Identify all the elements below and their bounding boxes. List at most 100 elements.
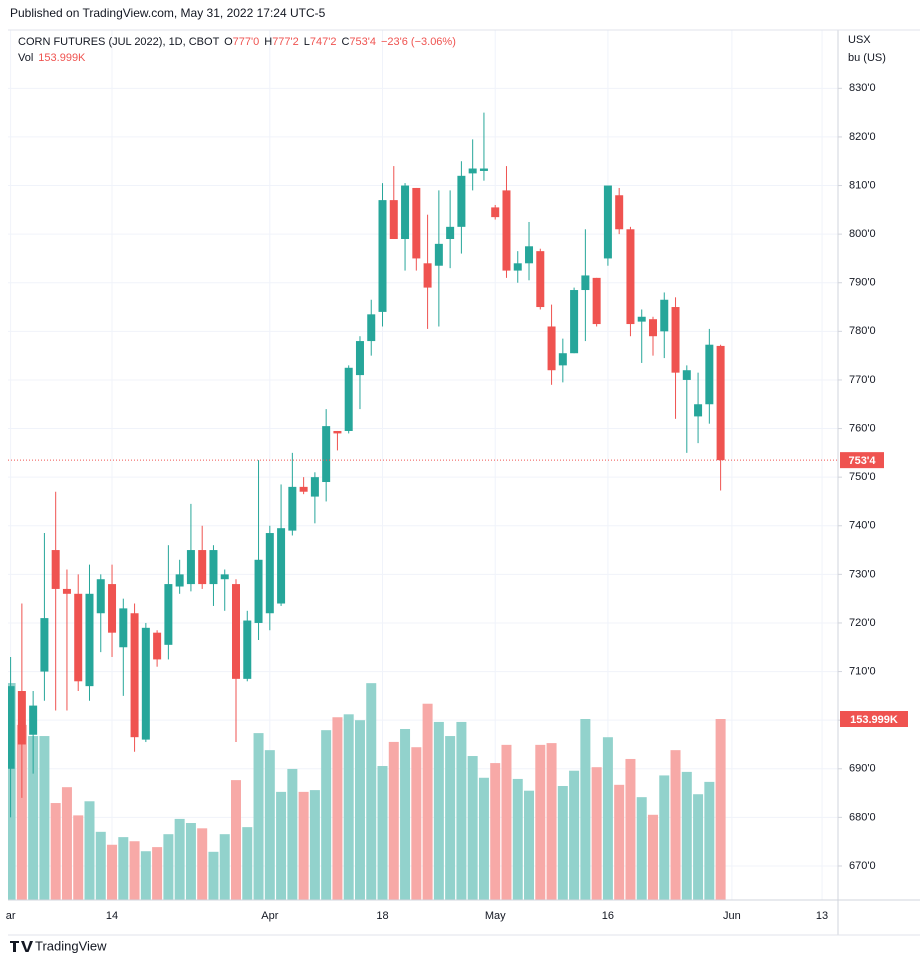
volume-bar xyxy=(636,797,647,900)
candle-body xyxy=(491,207,500,218)
price-axis: 670'0680'0690'0700'0710'0720'0730'0740'0… xyxy=(838,82,908,872)
volume-bar xyxy=(715,719,726,900)
volume-bar xyxy=(219,834,230,900)
volume-bar xyxy=(343,714,354,900)
y-tick-label: 810'0 xyxy=(849,179,876,191)
volume-bar xyxy=(140,851,151,900)
candle-body xyxy=(592,277,601,325)
volume-legend: Vol 153.999K xyxy=(18,52,86,64)
candle-body xyxy=(401,185,410,239)
y-tick-label: 670'0 xyxy=(849,860,876,872)
volume-bar xyxy=(366,683,377,900)
volume-bar xyxy=(512,778,523,900)
candle-body xyxy=(547,326,556,371)
open-label: O xyxy=(224,36,233,48)
volume-bar xyxy=(478,777,489,900)
candle-body xyxy=(322,426,331,483)
volume-bar xyxy=(118,837,129,900)
y-tick-label: 760'0 xyxy=(849,422,876,434)
y-tick-label: 820'0 xyxy=(849,131,876,143)
currency: USX xyxy=(848,34,871,46)
volume-bar xyxy=(16,724,27,900)
volume-bar xyxy=(377,766,388,900)
candle-body xyxy=(412,187,421,259)
candle-body xyxy=(29,705,38,735)
candle-body xyxy=(716,345,725,461)
candle-body xyxy=(119,608,128,648)
candle-body xyxy=(40,618,49,672)
candle-body xyxy=(378,200,387,312)
logo-mark xyxy=(10,941,33,952)
volume-value: 153.999K xyxy=(38,52,86,64)
x-tick-label: May xyxy=(485,910,506,922)
volume-bar xyxy=(524,790,535,900)
volume-bar xyxy=(28,736,39,900)
close-value: 753'4 xyxy=(349,36,376,48)
candle-body xyxy=(479,168,488,171)
volume-bar xyxy=(433,721,444,900)
volume-bar xyxy=(422,703,433,900)
volume-bar xyxy=(61,787,72,900)
volume-bar xyxy=(591,767,602,900)
volume-bar xyxy=(659,775,670,900)
last-price-tag xyxy=(840,452,884,469)
candle-body xyxy=(637,316,646,322)
volume-bar xyxy=(647,814,658,900)
candle-body xyxy=(164,584,173,645)
candle-body xyxy=(265,533,274,614)
candle-body xyxy=(457,175,466,227)
candle-body xyxy=(344,367,353,431)
x-tick-label: 13 xyxy=(816,910,828,922)
candle-body xyxy=(615,195,624,230)
y-tick-label: 710'0 xyxy=(849,665,876,677)
candle-body xyxy=(367,314,376,342)
volume-bar xyxy=(614,784,625,900)
candle-body xyxy=(130,613,139,738)
volume-bar xyxy=(231,780,241,900)
published-note: Published on TradingView.com, May 31, 20… xyxy=(10,6,326,20)
candle-body xyxy=(141,627,150,740)
candle-body xyxy=(581,275,590,291)
volume-bar xyxy=(580,719,591,900)
open-value: 777'0 xyxy=(233,36,260,48)
volume-bar xyxy=(73,815,84,900)
volume-bar xyxy=(546,743,557,900)
candle-body xyxy=(502,190,511,271)
volume-tag xyxy=(840,711,908,728)
volume-bar xyxy=(253,733,264,900)
volume-bar xyxy=(467,756,478,900)
candle-body xyxy=(17,691,26,745)
candle-body xyxy=(108,584,117,633)
volume-bar xyxy=(84,801,95,900)
candle-body xyxy=(175,574,184,587)
candle-body xyxy=(85,593,94,687)
legend-line: CORN FUTURES (JUL 2022), 1D, CBOT O777'0 H… xyxy=(18,36,456,48)
candle-body xyxy=(288,486,297,531)
volume-bar xyxy=(704,781,715,900)
candle-body xyxy=(536,251,545,308)
candle-body xyxy=(62,588,71,594)
candle-body xyxy=(96,579,105,614)
candle-body xyxy=(186,550,195,585)
candle-body xyxy=(648,319,657,337)
candle-body xyxy=(277,528,286,604)
candle-body xyxy=(626,229,635,325)
volume-bar xyxy=(693,794,704,900)
volume-bar xyxy=(50,803,61,900)
y-tick-label: 730'0 xyxy=(849,568,876,580)
y-tick-label: 690'0 xyxy=(849,763,876,775)
candle-body xyxy=(434,243,443,266)
candle-body xyxy=(220,574,229,580)
unit: bu (US) xyxy=(848,52,886,64)
low-label: L xyxy=(304,36,310,48)
candle-body xyxy=(8,686,15,769)
volume-bar xyxy=(332,717,343,900)
volume-bar xyxy=(264,750,275,900)
y-tick-label: 790'0 xyxy=(849,277,876,289)
volume-bar xyxy=(107,844,118,900)
y-tick-label: 740'0 xyxy=(849,520,876,532)
volume-bar xyxy=(174,818,185,900)
volume-bar xyxy=(197,828,208,900)
